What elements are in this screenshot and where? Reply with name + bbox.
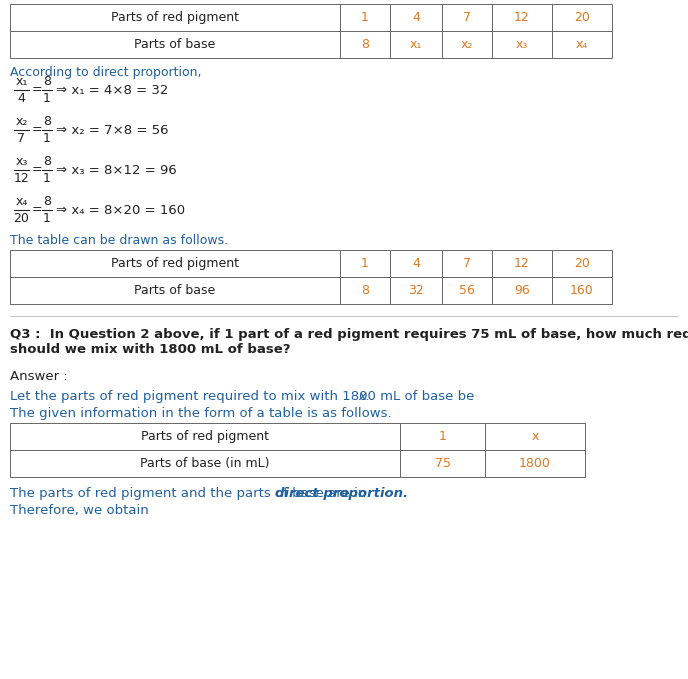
Text: x₃: x₃ <box>516 38 528 51</box>
Bar <box>485 450 585 477</box>
Bar <box>390 4 442 31</box>
Text: 8: 8 <box>43 155 51 168</box>
Bar <box>340 31 390 58</box>
Text: 4: 4 <box>412 257 420 270</box>
Text: 12: 12 <box>514 257 530 270</box>
Text: x₂: x₂ <box>461 38 473 51</box>
Bar <box>400 423 485 450</box>
Bar <box>340 250 390 277</box>
Text: =: = <box>32 124 43 136</box>
Text: x₂: x₂ <box>15 115 28 128</box>
Text: According to direct proportion,: According to direct proportion, <box>10 66 202 79</box>
Text: 75: 75 <box>435 457 451 470</box>
Text: 1: 1 <box>43 132 51 145</box>
Text: Answer :: Answer : <box>10 370 67 383</box>
Text: 96: 96 <box>514 284 530 297</box>
Bar <box>492 250 552 277</box>
Text: 32: 32 <box>408 284 424 297</box>
Bar <box>10 277 340 304</box>
Text: 20: 20 <box>574 11 590 24</box>
Text: direct proportion.: direct proportion. <box>275 487 408 500</box>
Text: 20: 20 <box>14 212 30 225</box>
Bar <box>340 4 390 31</box>
Text: The table can be drawn as follows.: The table can be drawn as follows. <box>10 234 228 247</box>
Bar <box>10 31 340 58</box>
Text: Parts of red pigment: Parts of red pigment <box>111 11 239 24</box>
Text: Parts of base: Parts of base <box>134 38 215 51</box>
Bar <box>552 250 612 277</box>
Text: 56: 56 <box>459 284 475 297</box>
Text: x₁: x₁ <box>15 75 28 88</box>
Text: 8: 8 <box>43 115 51 128</box>
Text: 8: 8 <box>361 284 369 297</box>
Text: 4: 4 <box>412 11 420 24</box>
Bar <box>10 423 400 450</box>
Bar <box>492 31 552 58</box>
Text: 12: 12 <box>14 172 30 185</box>
Text: Parts of red pigment: Parts of red pigment <box>111 257 239 270</box>
Text: 1: 1 <box>438 430 447 443</box>
Bar <box>340 277 390 304</box>
Bar <box>485 423 585 450</box>
Bar <box>442 31 492 58</box>
Text: ⇒ x₃ = 8×12 = 96: ⇒ x₃ = 8×12 = 96 <box>56 164 178 177</box>
Text: ⇒ x₁ = 4×8 = 32: ⇒ x₁ = 4×8 = 32 <box>56 84 169 96</box>
Text: 1800: 1800 <box>519 457 551 470</box>
Text: 8: 8 <box>361 38 369 51</box>
Text: 1: 1 <box>43 212 51 225</box>
Text: Parts of base: Parts of base <box>134 284 215 297</box>
Text: Q3 :  In Question 2 above, if 1 part of a red pigment requires 75 mL of base, ho: Q3 : In Question 2 above, if 1 part of a… <box>10 328 688 341</box>
Bar <box>492 4 552 31</box>
Bar <box>390 250 442 277</box>
Text: x₁: x₁ <box>410 38 422 51</box>
Text: x₄: x₄ <box>576 38 588 51</box>
Text: The given information in the form of a table is as follows.: The given information in the form of a t… <box>10 407 391 420</box>
Text: x: x <box>531 430 539 443</box>
Text: 1: 1 <box>43 172 51 185</box>
Text: 1: 1 <box>361 257 369 270</box>
Text: should we mix with 1800 mL of base?: should we mix with 1800 mL of base? <box>10 343 290 356</box>
Text: 8: 8 <box>43 195 51 208</box>
Bar <box>552 31 612 58</box>
Bar <box>400 450 485 477</box>
Bar <box>390 277 442 304</box>
Bar <box>492 277 552 304</box>
Bar <box>442 277 492 304</box>
Text: 7: 7 <box>463 11 471 24</box>
Bar <box>390 31 442 58</box>
Text: =: = <box>32 164 43 177</box>
Text: x₃: x₃ <box>15 155 28 168</box>
Text: 20: 20 <box>574 257 590 270</box>
Text: 1: 1 <box>361 11 369 24</box>
Text: 7: 7 <box>17 132 25 145</box>
Text: Let the parts of red pigment required to mix with 1800 mL of base be: Let the parts of red pigment required to… <box>10 390 479 403</box>
Text: Parts of base (in mL): Parts of base (in mL) <box>140 457 270 470</box>
Text: 7: 7 <box>463 257 471 270</box>
Text: x.: x. <box>358 390 371 403</box>
Bar <box>552 4 612 31</box>
Text: =: = <box>32 84 43 96</box>
Bar <box>10 4 340 31</box>
Text: 160: 160 <box>570 284 594 297</box>
Text: 12: 12 <box>514 11 530 24</box>
Text: 8: 8 <box>43 75 51 88</box>
Text: x₄: x₄ <box>15 195 28 208</box>
Text: Therefore, we obtain: Therefore, we obtain <box>10 504 149 517</box>
Bar <box>442 250 492 277</box>
Bar <box>10 450 400 477</box>
Bar <box>10 250 340 277</box>
Text: 1: 1 <box>43 92 51 105</box>
Text: ⇒ x₂ = 7×8 = 56: ⇒ x₂ = 7×8 = 56 <box>56 124 169 136</box>
Text: 4: 4 <box>18 92 25 105</box>
Text: ⇒ x₄ = 8×20 = 160: ⇒ x₄ = 8×20 = 160 <box>56 204 186 217</box>
Text: =: = <box>32 204 43 217</box>
Bar <box>442 4 492 31</box>
Text: Parts of red pigment: Parts of red pigment <box>141 430 269 443</box>
Bar <box>552 277 612 304</box>
Text: The parts of red pigment and the parts of base are in: The parts of red pigment and the parts o… <box>10 487 366 500</box>
